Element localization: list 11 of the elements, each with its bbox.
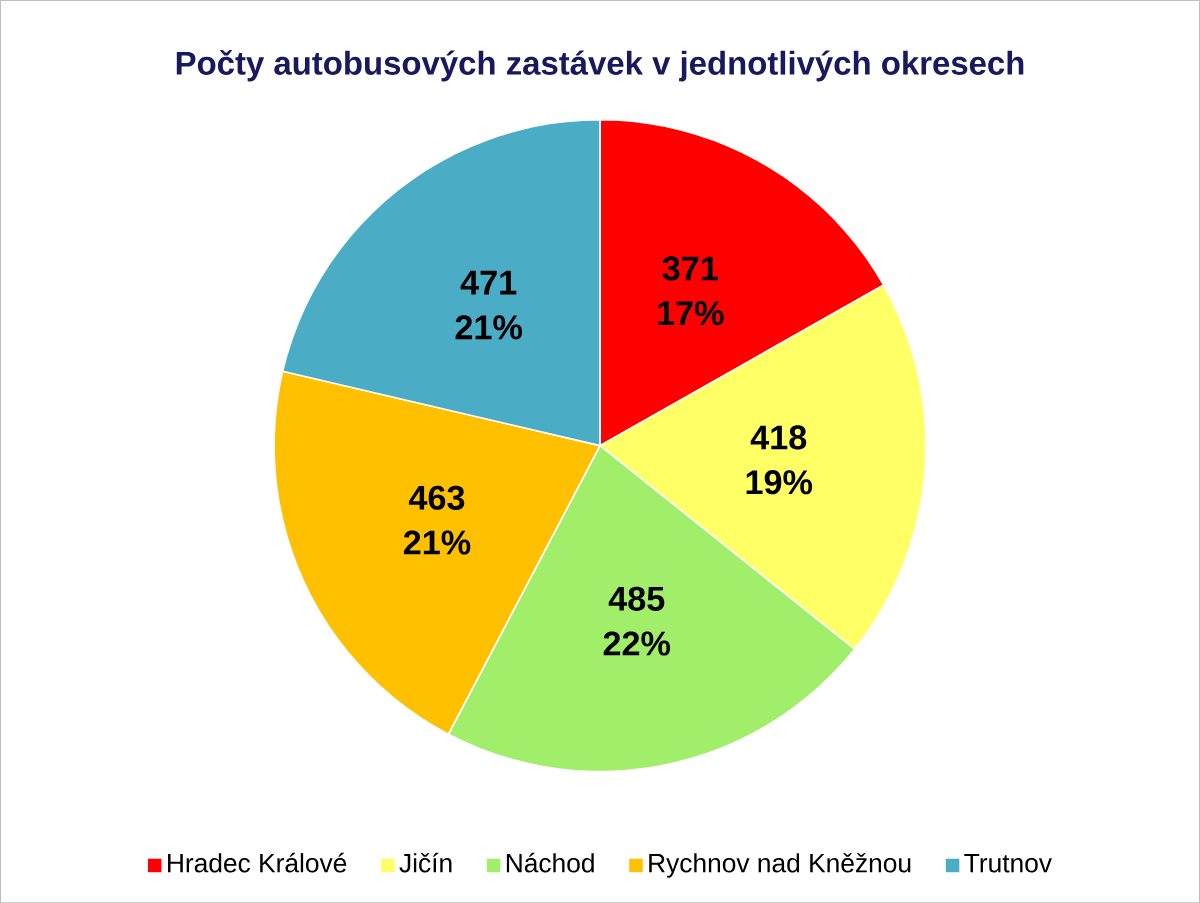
data-label: 471 21% (455, 270, 522, 340)
chart-title: Počty autobusových zastávek v jednotlivých okresech (176, 49, 1024, 82)
data-label: 371 17% (658, 256, 724, 326)
data-label: 463 21% (403, 485, 471, 555)
legend-label: Trutnov (964, 853, 1052, 873)
legend-label: Rychnov nad Kněžnou (649, 852, 911, 878)
data-label: 485 22% (603, 586, 671, 656)
legend-label: Náchod (506, 852, 594, 873)
legend-label: Jičín (399, 852, 452, 873)
legend-label: Hradec Králové (168, 852, 347, 873)
data-label: 418 19% (746, 425, 813, 495)
